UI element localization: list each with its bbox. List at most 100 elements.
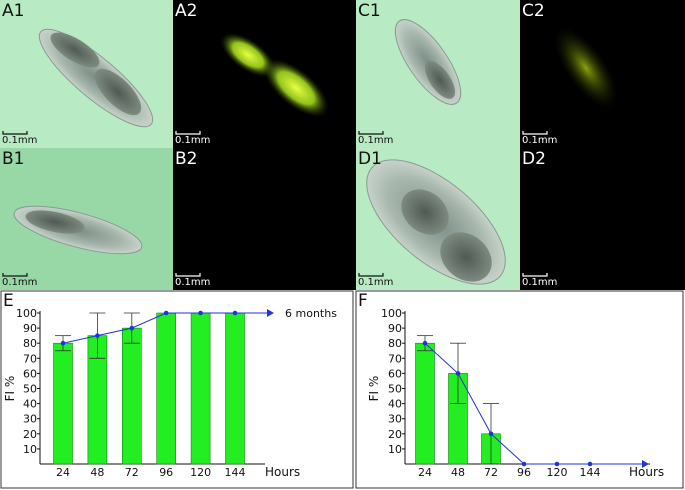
data-point	[521, 461, 527, 467]
x-tick-label: 144	[580, 466, 601, 479]
arrow-head	[642, 460, 649, 468]
worm-gut	[424, 61, 456, 99]
panel-label-A1: A1	[2, 1, 24, 21]
data-point	[488, 431, 494, 437]
y-tick-label: 70	[388, 352, 402, 365]
chart-frame-F	[355, 290, 684, 489]
micrograph-C2	[520, 0, 685, 148]
scale-bar-label: 0.1mm	[2, 277, 37, 288]
annotation: 6 months	[285, 307, 337, 320]
micrograph-C1	[356, 0, 520, 148]
x-tick-label: 72	[125, 466, 139, 479]
worm-gut	[440, 232, 492, 282]
bar-72	[122, 327, 142, 465]
micrograph-labels: A1 0.1mm A2 0.1mm C1 0.1mm C2 0.1mm B1 0.1mm B2 0.1…	[2, 1, 557, 288]
data-point	[129, 325, 135, 331]
x-tick-label: 72	[484, 466, 498, 479]
x-tick-label: 96	[517, 466, 531, 479]
x-axis-label: Hours	[265, 465, 300, 479]
bar-120	[190, 312, 211, 465]
y-tick-label: 10	[388, 443, 402, 456]
data-point	[60, 340, 66, 346]
scale-bar	[522, 131, 548, 135]
scale-bar-label: 0.1mm	[2, 135, 37, 146]
micrograph-A1	[0, 0, 173, 148]
y-tick-label: 70	[23, 352, 37, 365]
y-tick-label: 80	[23, 337, 37, 350]
scale-bar-label: 0.1mm	[522, 277, 557, 288]
worm-gut	[50, 32, 100, 68]
y-tick-label: 20	[388, 428, 402, 441]
y-tick-label: 90	[388, 322, 402, 335]
panel-label-E: E	[3, 291, 14, 311]
panel-label-D1: D1	[358, 149, 382, 169]
y-tick-label: 40	[388, 398, 402, 411]
x-tick-label: 120	[547, 466, 568, 479]
y-tick-label: 50	[388, 383, 402, 396]
y-tick-label: 80	[388, 337, 402, 350]
y-tick-label: 40	[23, 398, 37, 411]
bar-24	[53, 342, 73, 465]
y-tick-label: 30	[388, 413, 402, 426]
data-point	[95, 333, 100, 338]
micrograph-D2	[520, 148, 685, 290]
panel-label-B1: B1	[2, 149, 24, 169]
bar-24	[415, 342, 435, 465]
micrograph-B2	[173, 148, 356, 290]
y-tick-label: 20	[23, 428, 37, 441]
data-point	[198, 310, 203, 316]
scale-bar	[358, 273, 384, 277]
bar-144	[225, 312, 245, 465]
y-tick-label: 50	[23, 383, 37, 396]
scale-bar-label: 0.1mm	[175, 277, 210, 288]
scale-bar	[2, 131, 28, 135]
x-tick-label: 144	[225, 466, 246, 479]
scale-bar	[175, 131, 201, 135]
worm-gut	[94, 68, 142, 116]
x-tick-label: 120	[190, 466, 211, 479]
worm-gut	[25, 210, 85, 234]
scale-bar	[358, 131, 384, 135]
scale-bar	[175, 273, 201, 277]
data-point	[554, 461, 560, 467]
data-point	[587, 461, 593, 467]
fluorescence-signal	[553, 27, 619, 109]
worm-gut	[401, 189, 449, 235]
micrograph-A2	[173, 0, 356, 148]
chart-F: F 10 20 30 40 50 60 70 80 90 100 FI % 24 48 72 96 120 144…	[358, 291, 664, 479]
data-point	[422, 340, 428, 346]
scale-bar	[2, 273, 28, 277]
scale-bar-label: 0.1mm	[358, 277, 393, 288]
y-axis-label: FI %	[3, 376, 17, 402]
data-point	[232, 310, 238, 316]
bar-96	[156, 312, 176, 465]
data-point	[455, 371, 461, 376]
y-tick-label: 30	[23, 413, 37, 426]
scale-bar-label: 0.1mm	[175, 135, 210, 146]
y-tick-label: 60	[388, 367, 402, 380]
fluorescence-signal	[220, 32, 276, 78]
arrow-head	[267, 309, 274, 317]
panel-label-A2: A2	[175, 1, 197, 21]
panel-label-C2: C2	[522, 1, 545, 21]
x-tick-label: 48	[451, 466, 465, 479]
micrograph-grid: A1 0.1mm A2 0.1mm C1 0.1mm C2 0.1mm B1 0.1mm B2 0.1…	[0, 0, 685, 290]
x-tick-label: 96	[159, 466, 173, 479]
x-axis-label: Hours	[629, 465, 664, 479]
micrograph-D1	[356, 148, 520, 290]
panel-label-D2: D2	[522, 149, 546, 169]
y-tick-label: 100	[381, 307, 402, 320]
x-tick-label: 24	[418, 466, 432, 479]
panel-label-B2: B2	[175, 149, 197, 169]
fluorescence-signal	[263, 58, 329, 118]
x-tick-label: 48	[90, 466, 104, 479]
y-tick-label: 60	[23, 367, 37, 380]
chart-E: E 10 20 30 40 50 60 70 80 90 100 FI % 24 48 72 96 120 144…	[3, 291, 337, 479]
y-axis-label: FI %	[367, 376, 381, 402]
scale-bar	[522, 273, 548, 277]
panel-label-C1: C1	[358, 1, 381, 21]
scale-bar-label: 0.1mm	[522, 135, 557, 146]
micrograph-B1	[0, 148, 173, 290]
y-tick-label: 90	[23, 322, 37, 335]
